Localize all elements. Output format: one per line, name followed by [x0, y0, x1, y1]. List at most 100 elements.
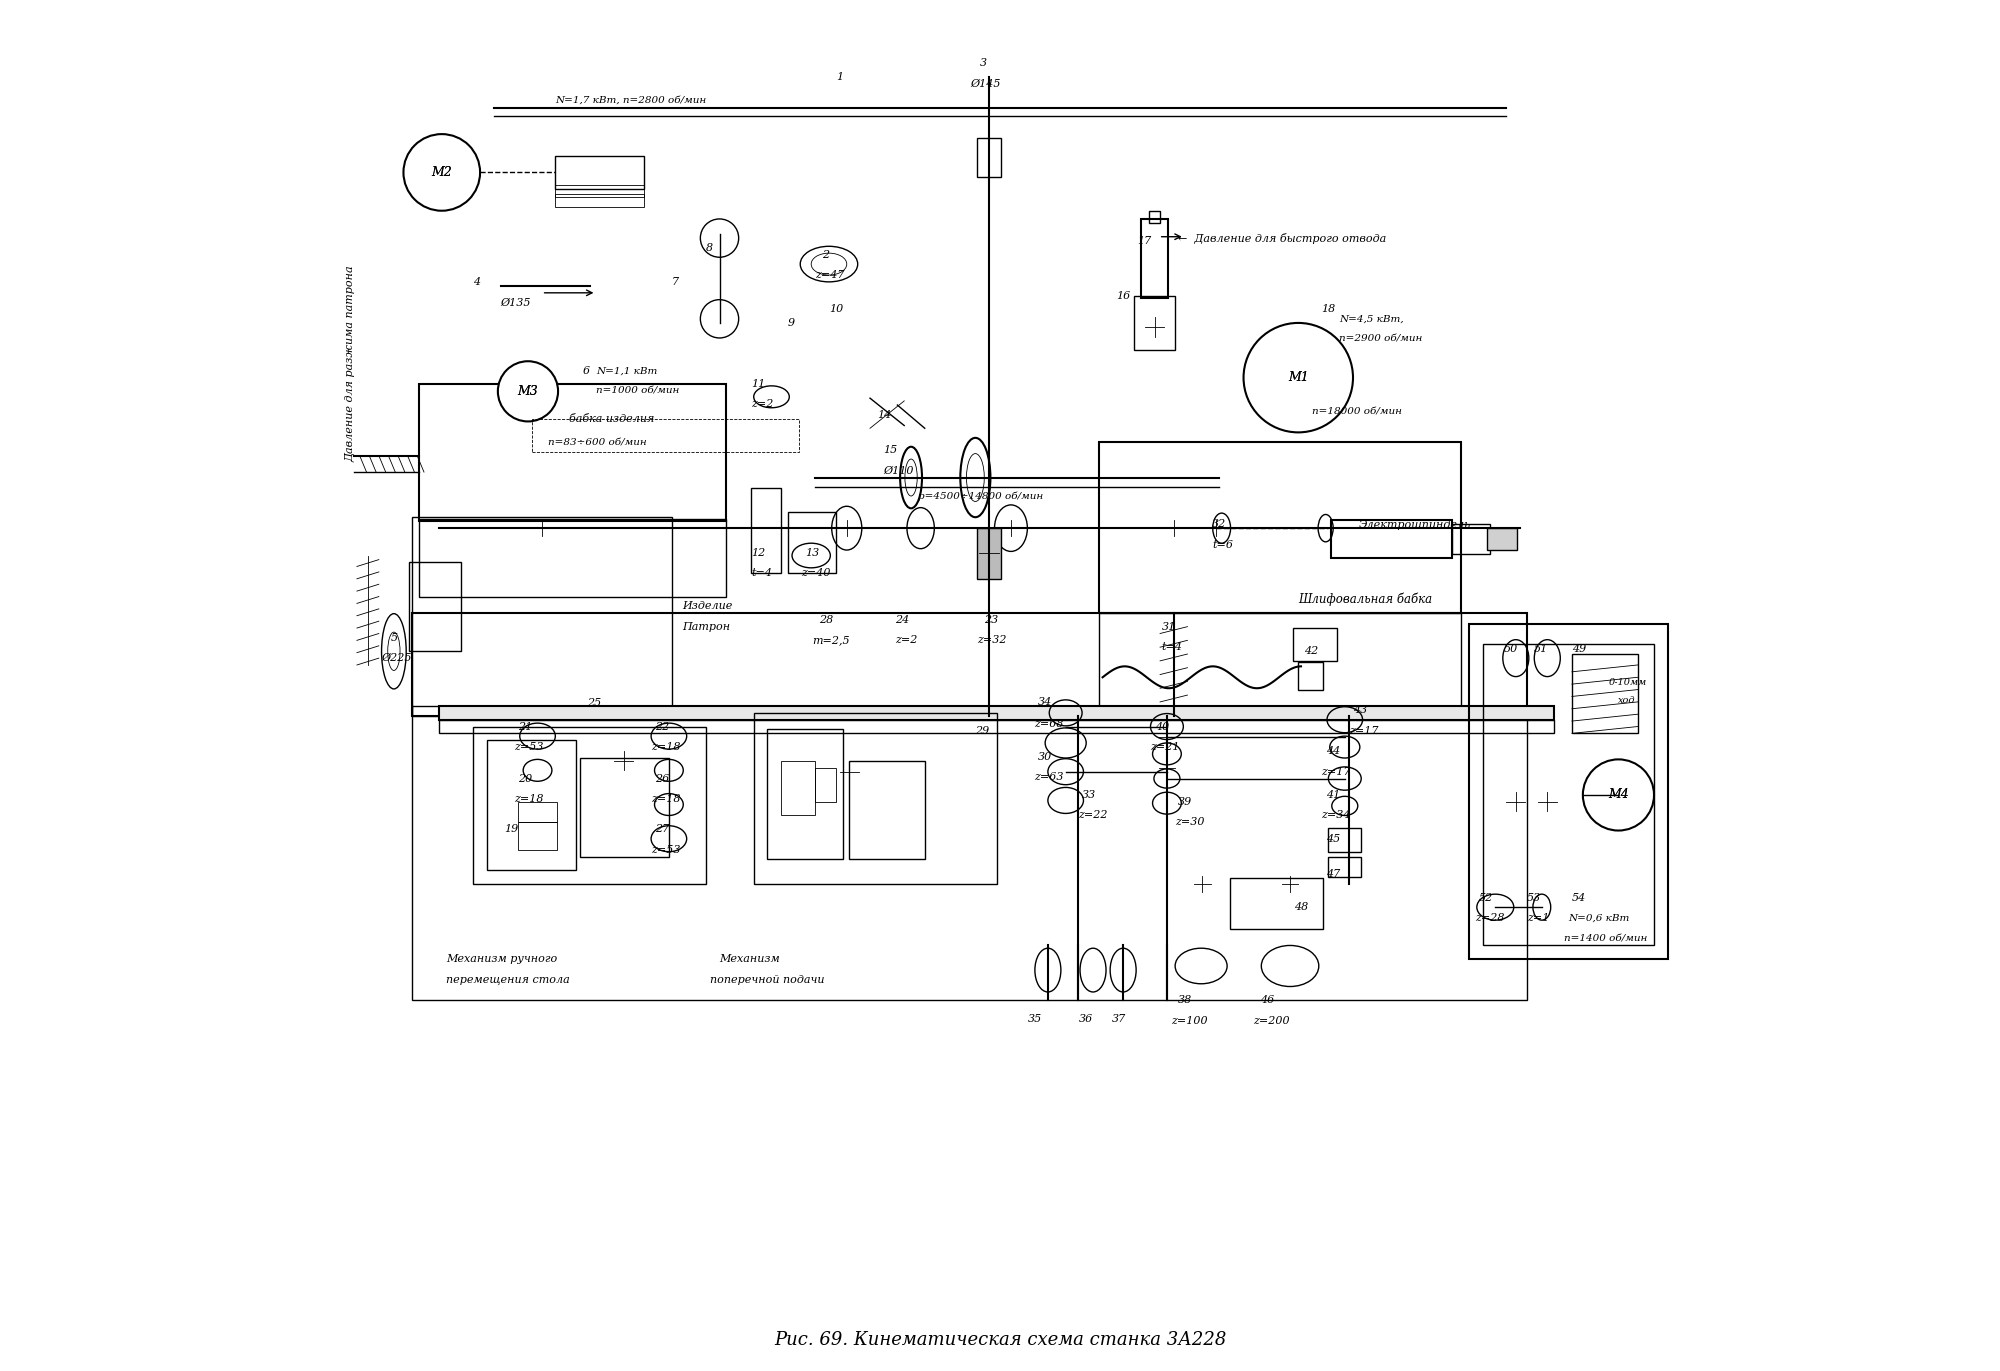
Circle shape: [404, 134, 480, 211]
Text: z=68: z=68: [1034, 718, 1064, 729]
Text: z=200: z=200: [1254, 1016, 1290, 1026]
Text: поперечной подачи: поперечной подачи: [710, 975, 824, 984]
Text: z=53: z=53: [652, 845, 680, 854]
Text: 53: 53: [1526, 893, 1542, 902]
Bar: [440, 720, 1554, 733]
Text: z=2: z=2: [750, 399, 774, 409]
Text: 25: 25: [586, 698, 602, 709]
Text: z=32: z=32: [976, 635, 1006, 646]
Bar: [412, 517, 672, 716]
Bar: [580, 758, 668, 857]
Text: 43: 43: [1354, 705, 1368, 716]
Text: z=34: z=34: [1322, 810, 1352, 820]
Text: 38: 38: [1178, 995, 1192, 1005]
Text: 29: 29: [976, 725, 990, 736]
Text: 4: 4: [474, 277, 480, 287]
Text: 52: 52: [1478, 893, 1494, 902]
Text: z=53: z=53: [514, 742, 544, 753]
Bar: [750, 488, 782, 573]
Bar: [850, 761, 924, 860]
Text: 27: 27: [656, 824, 670, 834]
Text: t=4: t=4: [1162, 642, 1182, 653]
Text: 39: 39: [1178, 797, 1192, 806]
Text: 36: 36: [1080, 1015, 1094, 1024]
Bar: [556, 156, 644, 189]
Text: 23: 23: [984, 614, 998, 625]
Text: z=30: z=30: [1176, 817, 1204, 827]
Bar: [532, 418, 798, 451]
Text: 0-10мм: 0-10мм: [1608, 679, 1648, 687]
Text: z=63: z=63: [1034, 772, 1064, 783]
Text: z=18: z=18: [652, 794, 680, 803]
Bar: [1470, 624, 1668, 960]
Bar: [412, 706, 1526, 1001]
Text: z=21: z=21: [1150, 742, 1180, 753]
Bar: [556, 185, 644, 197]
Circle shape: [1244, 324, 1354, 432]
Text: 18: 18: [1322, 304, 1336, 314]
Bar: [1328, 828, 1362, 853]
Bar: [518, 823, 556, 850]
Text: 11: 11: [750, 380, 766, 389]
Bar: [412, 613, 1526, 716]
Bar: [1134, 296, 1176, 350]
Bar: [1328, 857, 1362, 877]
Circle shape: [498, 361, 558, 421]
Text: 45: 45: [1326, 834, 1340, 843]
Bar: [768, 729, 842, 860]
Bar: [1098, 613, 1462, 716]
Text: Изделие: Изделие: [682, 600, 732, 611]
Text: 54: 54: [1572, 893, 1586, 902]
Text: z=17: z=17: [1348, 725, 1378, 736]
Text: 26: 26: [656, 773, 670, 784]
Text: Ø135: Ø135: [500, 298, 532, 307]
Text: Давление для разжима патрона: Давление для разжима патрона: [346, 266, 356, 462]
Text: Патрон: Патрон: [682, 621, 730, 632]
Bar: [486, 740, 576, 871]
Text: 5: 5: [392, 632, 398, 643]
Text: Рис. 69. Кинематическая схема станка 3А228: Рис. 69. Кинематическая схема станка 3А2…: [774, 1330, 1226, 1349]
Text: 8: 8: [706, 243, 712, 252]
Text: 3: 3: [980, 58, 986, 69]
Bar: [1332, 520, 1452, 558]
Text: 20: 20: [518, 773, 532, 784]
Text: n=83÷600 об/мин: n=83÷600 об/мин: [548, 439, 648, 448]
Text: z=22: z=22: [1078, 810, 1108, 820]
Text: z=40: z=40: [802, 569, 832, 579]
Text: n=18000 об/мин: n=18000 об/мин: [1312, 407, 1402, 417]
Text: n=1400 об/мин: n=1400 об/мин: [1564, 934, 1648, 943]
Text: Механизм ручного: Механизм ручного: [446, 954, 558, 964]
Text: 40: 40: [1154, 721, 1168, 732]
Text: N=4,5 кВт,: N=4,5 кВт,: [1340, 314, 1404, 324]
Bar: [816, 768, 836, 802]
Bar: [1098, 441, 1462, 613]
Text: 17: 17: [1136, 236, 1152, 245]
Circle shape: [1582, 760, 1654, 831]
Text: 16: 16: [1116, 291, 1130, 300]
Text: M1: M1: [1288, 372, 1308, 384]
Text: 32: 32: [1212, 520, 1226, 529]
Text: 28: 28: [820, 614, 834, 625]
Bar: [976, 138, 1002, 177]
Text: z=47: z=47: [816, 270, 844, 280]
Text: 44: 44: [1326, 746, 1340, 757]
Text: 9: 9: [788, 318, 796, 328]
Bar: [754, 713, 998, 884]
Text: 19: 19: [504, 824, 518, 834]
Text: Ø145: Ø145: [970, 78, 1000, 89]
Text: z=28: z=28: [1474, 913, 1504, 923]
Text: ←  Давление для быстрого отвода: ← Давление для быстрого отвода: [1178, 233, 1386, 244]
Text: m=2,5: m=2,5: [812, 635, 850, 646]
Text: z=18: z=18: [514, 794, 544, 803]
Text: M3: M3: [518, 385, 538, 398]
Bar: [418, 384, 726, 521]
Text: 10: 10: [828, 304, 844, 314]
Text: p=4500÷14800 об/мин: p=4500÷14800 об/мин: [918, 492, 1044, 502]
Bar: [1150, 211, 1160, 223]
Text: 42: 42: [1304, 646, 1318, 657]
Text: M2: M2: [432, 166, 452, 180]
Text: 48: 48: [1294, 902, 1308, 912]
Text: бабка изделия: бабка изделия: [570, 414, 654, 424]
Text: M4: M4: [1608, 788, 1628, 802]
Text: перемещения стола: перемещения стола: [446, 975, 570, 984]
